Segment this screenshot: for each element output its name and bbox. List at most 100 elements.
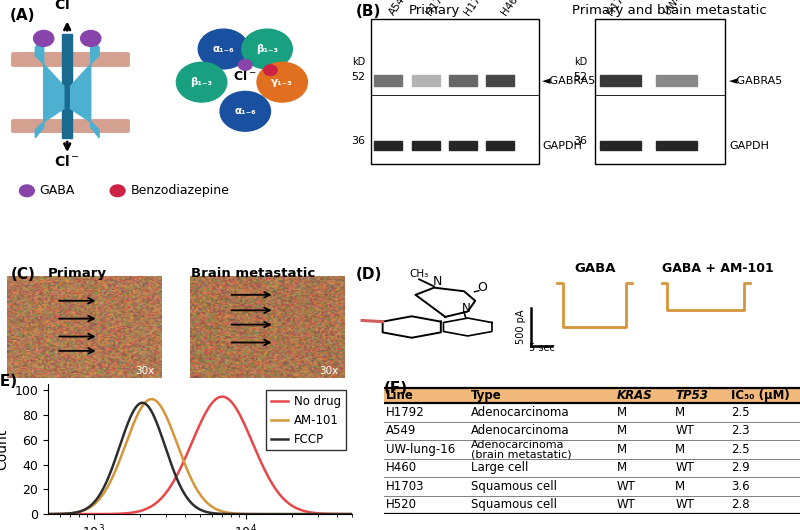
Text: H1703: H1703: [425, 0, 453, 17]
AM-101: [338, 511, 348, 517]
FCCP: [338, 511, 348, 517]
No drug: [183, 449, 193, 455]
Line: AM-101: AM-101: [48, 399, 352, 514]
Bar: [449, 75, 477, 86]
Text: Adenocarcinoma: Adenocarcinoma: [471, 440, 565, 450]
Text: 36: 36: [351, 136, 365, 146]
Bar: [600, 75, 642, 86]
No drug: [191, 430, 201, 437]
No drug: [338, 511, 348, 517]
Text: 2.8: 2.8: [731, 498, 750, 511]
Circle shape: [242, 29, 292, 69]
Line: No drug: No drug: [48, 396, 352, 514]
Text: GABA: GABA: [40, 184, 75, 197]
Text: H1792: H1792: [606, 0, 634, 17]
Text: M: M: [617, 443, 627, 456]
Text: H1792: H1792: [386, 406, 425, 419]
Text: Squamous cell: Squamous cell: [471, 498, 558, 511]
FCCP: [43, 511, 53, 517]
Text: GAPDH: GAPDH: [542, 141, 582, 151]
Polygon shape: [62, 34, 72, 138]
No drug: [282, 499, 292, 506]
Circle shape: [220, 91, 270, 131]
Text: (D): (D): [356, 267, 382, 282]
Circle shape: [19, 185, 34, 197]
Text: UW-lung-16: UW-lung-16: [662, 0, 705, 17]
Text: 2.9: 2.9: [731, 461, 750, 474]
No drug: [218, 393, 227, 400]
Bar: [449, 141, 477, 150]
Text: 5 sec: 5 sec: [529, 343, 554, 354]
Circle shape: [34, 30, 54, 46]
Text: 2.3: 2.3: [731, 425, 750, 437]
FCCP: [138, 400, 147, 406]
Text: M: M: [675, 443, 686, 456]
Text: UW-lung-16: UW-lung-16: [386, 443, 455, 456]
FCCP: [183, 496, 193, 502]
Text: WT: WT: [675, 461, 694, 474]
Text: (A): (A): [10, 8, 35, 23]
Text: α₁₋₆: α₁₋₆: [234, 107, 256, 116]
Text: Cl$^-$: Cl$^-$: [234, 68, 257, 83]
Bar: [374, 75, 402, 86]
Text: 3.6: 3.6: [731, 480, 750, 493]
Circle shape: [264, 65, 278, 76]
No drug: [347, 511, 357, 517]
Text: WT: WT: [675, 425, 694, 437]
FCCP: [338, 511, 348, 517]
Text: H1792: H1792: [462, 0, 490, 17]
Text: Squamous cell: Squamous cell: [471, 480, 558, 493]
Text: 52: 52: [351, 72, 365, 82]
Bar: [594, 19, 726, 164]
Text: β₁₋₃: β₁₋₃: [190, 77, 213, 87]
Bar: [384, 388, 800, 403]
Y-axis label: Count: Count: [0, 429, 9, 470]
Text: H1703: H1703: [386, 480, 425, 493]
AM-101: [58, 510, 68, 517]
Text: Brain metastatic: Brain metastatic: [191, 267, 315, 280]
Legend: No drug, AM-101, FCCP: No drug, AM-101, FCCP: [266, 390, 346, 450]
Polygon shape: [70, 34, 99, 138]
Text: H520: H520: [386, 498, 417, 511]
Text: A549: A549: [387, 0, 411, 17]
Text: H460: H460: [386, 461, 418, 474]
Text: WT: WT: [617, 480, 636, 493]
Text: α₁₋₆: α₁₋₆: [213, 44, 234, 54]
Text: 2.5: 2.5: [731, 406, 750, 419]
Text: Adenocarcinoma: Adenocarcinoma: [471, 406, 570, 419]
Text: (E): (E): [0, 374, 18, 389]
AM-101: [347, 511, 357, 517]
Text: Line: Line: [386, 389, 414, 402]
Text: M: M: [675, 406, 686, 419]
Text: (F): (F): [384, 381, 408, 396]
Bar: [412, 75, 440, 86]
No drug: [58, 511, 68, 517]
Circle shape: [257, 62, 307, 102]
Text: Primary: Primary: [409, 4, 460, 17]
Circle shape: [198, 29, 249, 69]
Text: ◄GABRA5: ◄GABRA5: [542, 76, 597, 85]
Bar: [370, 19, 538, 164]
Text: TP53: TP53: [675, 389, 708, 402]
Text: GABA: GABA: [574, 262, 615, 275]
Text: kD: kD: [574, 57, 587, 67]
FCCP: [191, 504, 201, 510]
Text: CH₃: CH₃: [410, 269, 429, 279]
Text: M: M: [617, 425, 627, 437]
Text: γ₁₋₃: γ₁₋₃: [271, 77, 293, 87]
FCCP: [347, 511, 357, 517]
Bar: [656, 141, 698, 150]
AM-101: [338, 511, 348, 517]
Text: (B): (B): [356, 4, 381, 19]
Text: 52: 52: [573, 72, 587, 82]
No drug: [43, 511, 53, 517]
Bar: [374, 141, 402, 150]
Bar: [486, 75, 514, 86]
Text: Type: Type: [471, 389, 502, 402]
Text: N: N: [462, 302, 471, 315]
Text: O: O: [477, 281, 487, 294]
FCCP: [58, 510, 68, 517]
Polygon shape: [35, 34, 64, 138]
Bar: [486, 141, 514, 150]
Bar: [656, 75, 698, 86]
